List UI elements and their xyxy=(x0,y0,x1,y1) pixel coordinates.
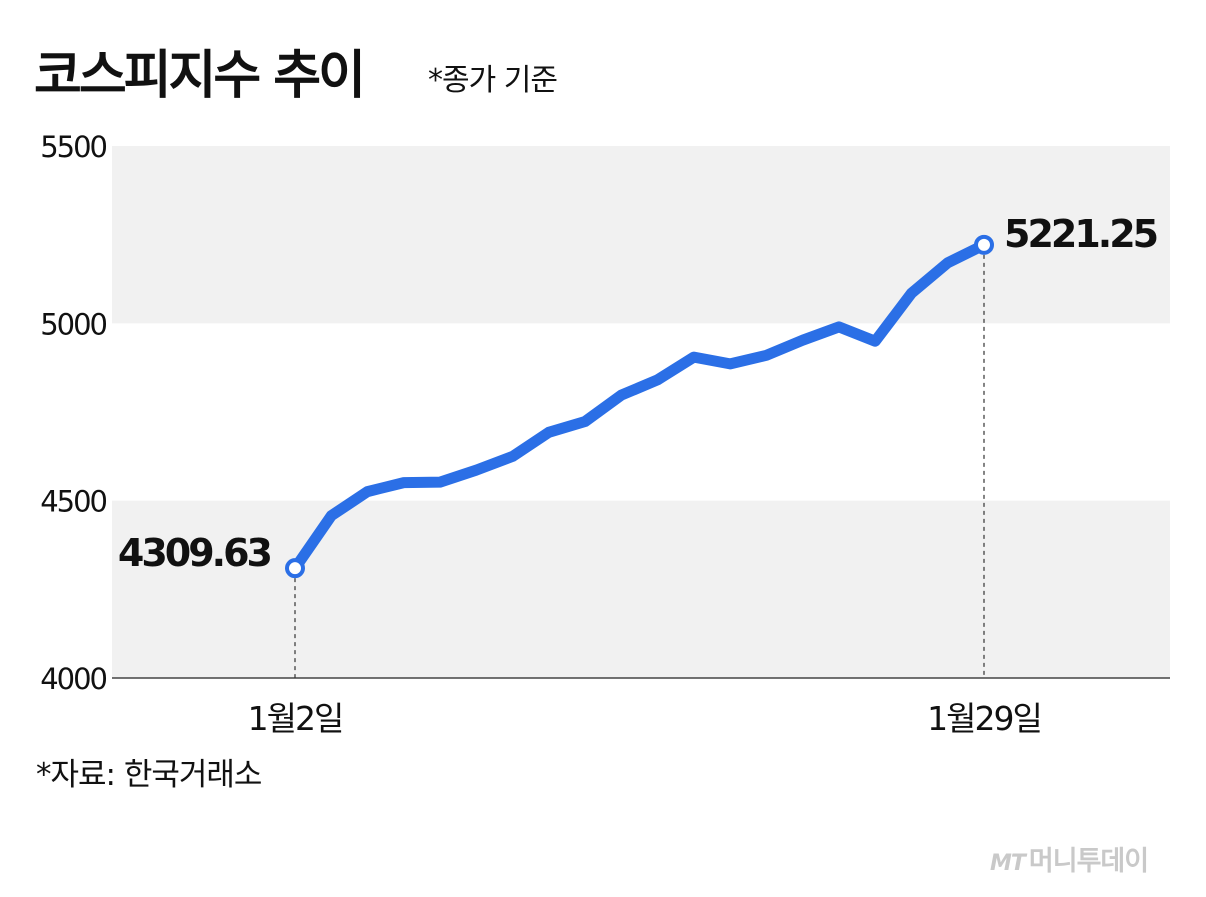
data-point-marker xyxy=(285,558,305,579)
source-note: *자료: 한국거래소 xyxy=(36,757,262,793)
chart-title: 코스피지수 추이 xyxy=(34,46,366,106)
y-tick-label: 5000 xyxy=(40,307,106,341)
data-label: 4309.63 xyxy=(118,531,271,575)
logo-name: 머니투데이 xyxy=(1028,846,1149,877)
y-tick-label: 4000 xyxy=(40,662,106,696)
grid-band xyxy=(112,146,1170,324)
x-tick-label: 1월29일 xyxy=(927,699,1041,738)
data-point-marker xyxy=(974,234,994,255)
publisher-logo: MT 머니투데이 xyxy=(990,846,1149,877)
logo-mt: MT xyxy=(990,851,1026,876)
x-tick-label: 1월2일 xyxy=(248,699,343,738)
y-tick-label: 4500 xyxy=(40,485,106,519)
y-tick-label: 5500 xyxy=(40,130,106,164)
chart-subtitle: *종가 기준 xyxy=(428,63,558,98)
data-label: 5221.25 xyxy=(1004,212,1157,256)
series-line xyxy=(289,239,990,574)
grid-band xyxy=(112,500,1170,678)
